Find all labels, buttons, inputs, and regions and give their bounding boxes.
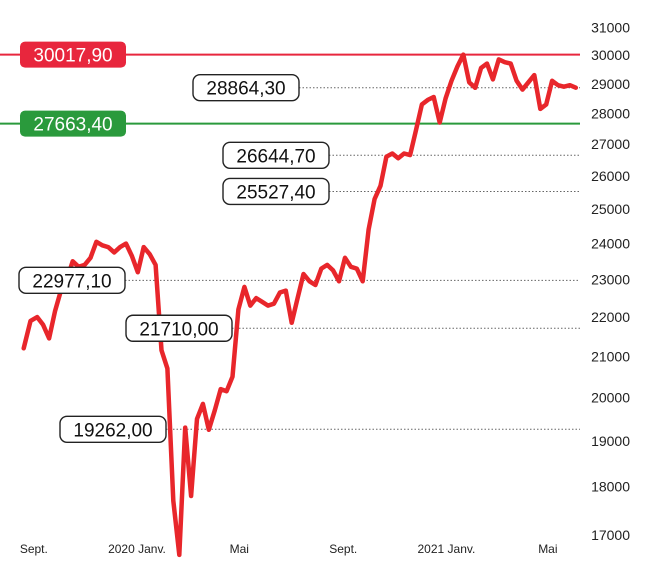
y-tick-label: 24000 bbox=[591, 236, 630, 252]
y-tick-label: 21000 bbox=[591, 348, 630, 364]
x-tick-label: 2021 Janv. bbox=[418, 542, 476, 556]
y-tick-label: 25000 bbox=[591, 201, 630, 217]
x-tick-label: Mai bbox=[538, 542, 557, 556]
annotation-box bbox=[59, 415, 167, 443]
reference-badge bbox=[20, 110, 126, 137]
y-tick-label: 27000 bbox=[591, 136, 630, 152]
y-tick-label: 19000 bbox=[591, 433, 630, 449]
y-tick-label: 17000 bbox=[591, 527, 630, 543]
x-tick-label: Mai bbox=[230, 542, 249, 556]
x-tick-label: Sept. bbox=[20, 542, 48, 556]
annotation-labels: 28864,30 26644,70 25527,40 22977,10 21710,00… bbox=[18, 74, 330, 443]
annotation-label: 22977,10 bbox=[32, 271, 111, 292]
y-tick-label: 18000 bbox=[591, 479, 630, 495]
y-tick-label: 30000 bbox=[591, 47, 630, 63]
annotation-label: 19262,00 bbox=[73, 420, 152, 441]
annotation-label: 25527,40 bbox=[236, 182, 315, 203]
y-tick-label: 23000 bbox=[591, 272, 630, 288]
series-lines bbox=[21, 52, 579, 558]
x-tick-label: 2020 Janv. bbox=[108, 542, 166, 556]
annotation-label: 21710,00 bbox=[139, 319, 218, 340]
reference-label: 30017,90 bbox=[33, 46, 112, 67]
annotation-box bbox=[125, 314, 233, 342]
annotation-label: 28864,30 bbox=[206, 79, 285, 100]
annotation-box bbox=[18, 266, 126, 295]
annotation-lines bbox=[125, 87, 580, 430]
annotation-label: 26644,70 bbox=[236, 146, 315, 167]
y-tick-label: 22000 bbox=[591, 309, 630, 325]
reference-badge bbox=[20, 41, 126, 68]
x-axis-ticks: Sept. 2020 Janv. Mai Sept. 2021 Janv. Mai bbox=[20, 542, 558, 556]
y-tick-label: 26000 bbox=[591, 168, 630, 184]
y-tick-label: 31000 bbox=[591, 19, 630, 35]
series-line bbox=[21, 52, 579, 558]
annotation-box bbox=[192, 74, 300, 102]
annotation-box bbox=[222, 141, 330, 169]
y-tick-label: 29000 bbox=[591, 76, 630, 92]
y-tick-label: 20000 bbox=[591, 390, 630, 406]
x-tick-label: Sept. bbox=[329, 542, 357, 556]
annotation-box bbox=[222, 177, 330, 206]
reference-label: 27663,40 bbox=[33, 115, 112, 136]
reference-badges: 30017,90 27663,40 bbox=[20, 41, 126, 137]
y-axis-ticks: 31000 30000 29000 28000 27000 26000 25000 24000… bbox=[591, 19, 630, 542]
y-tick-label: 28000 bbox=[591, 105, 630, 121]
